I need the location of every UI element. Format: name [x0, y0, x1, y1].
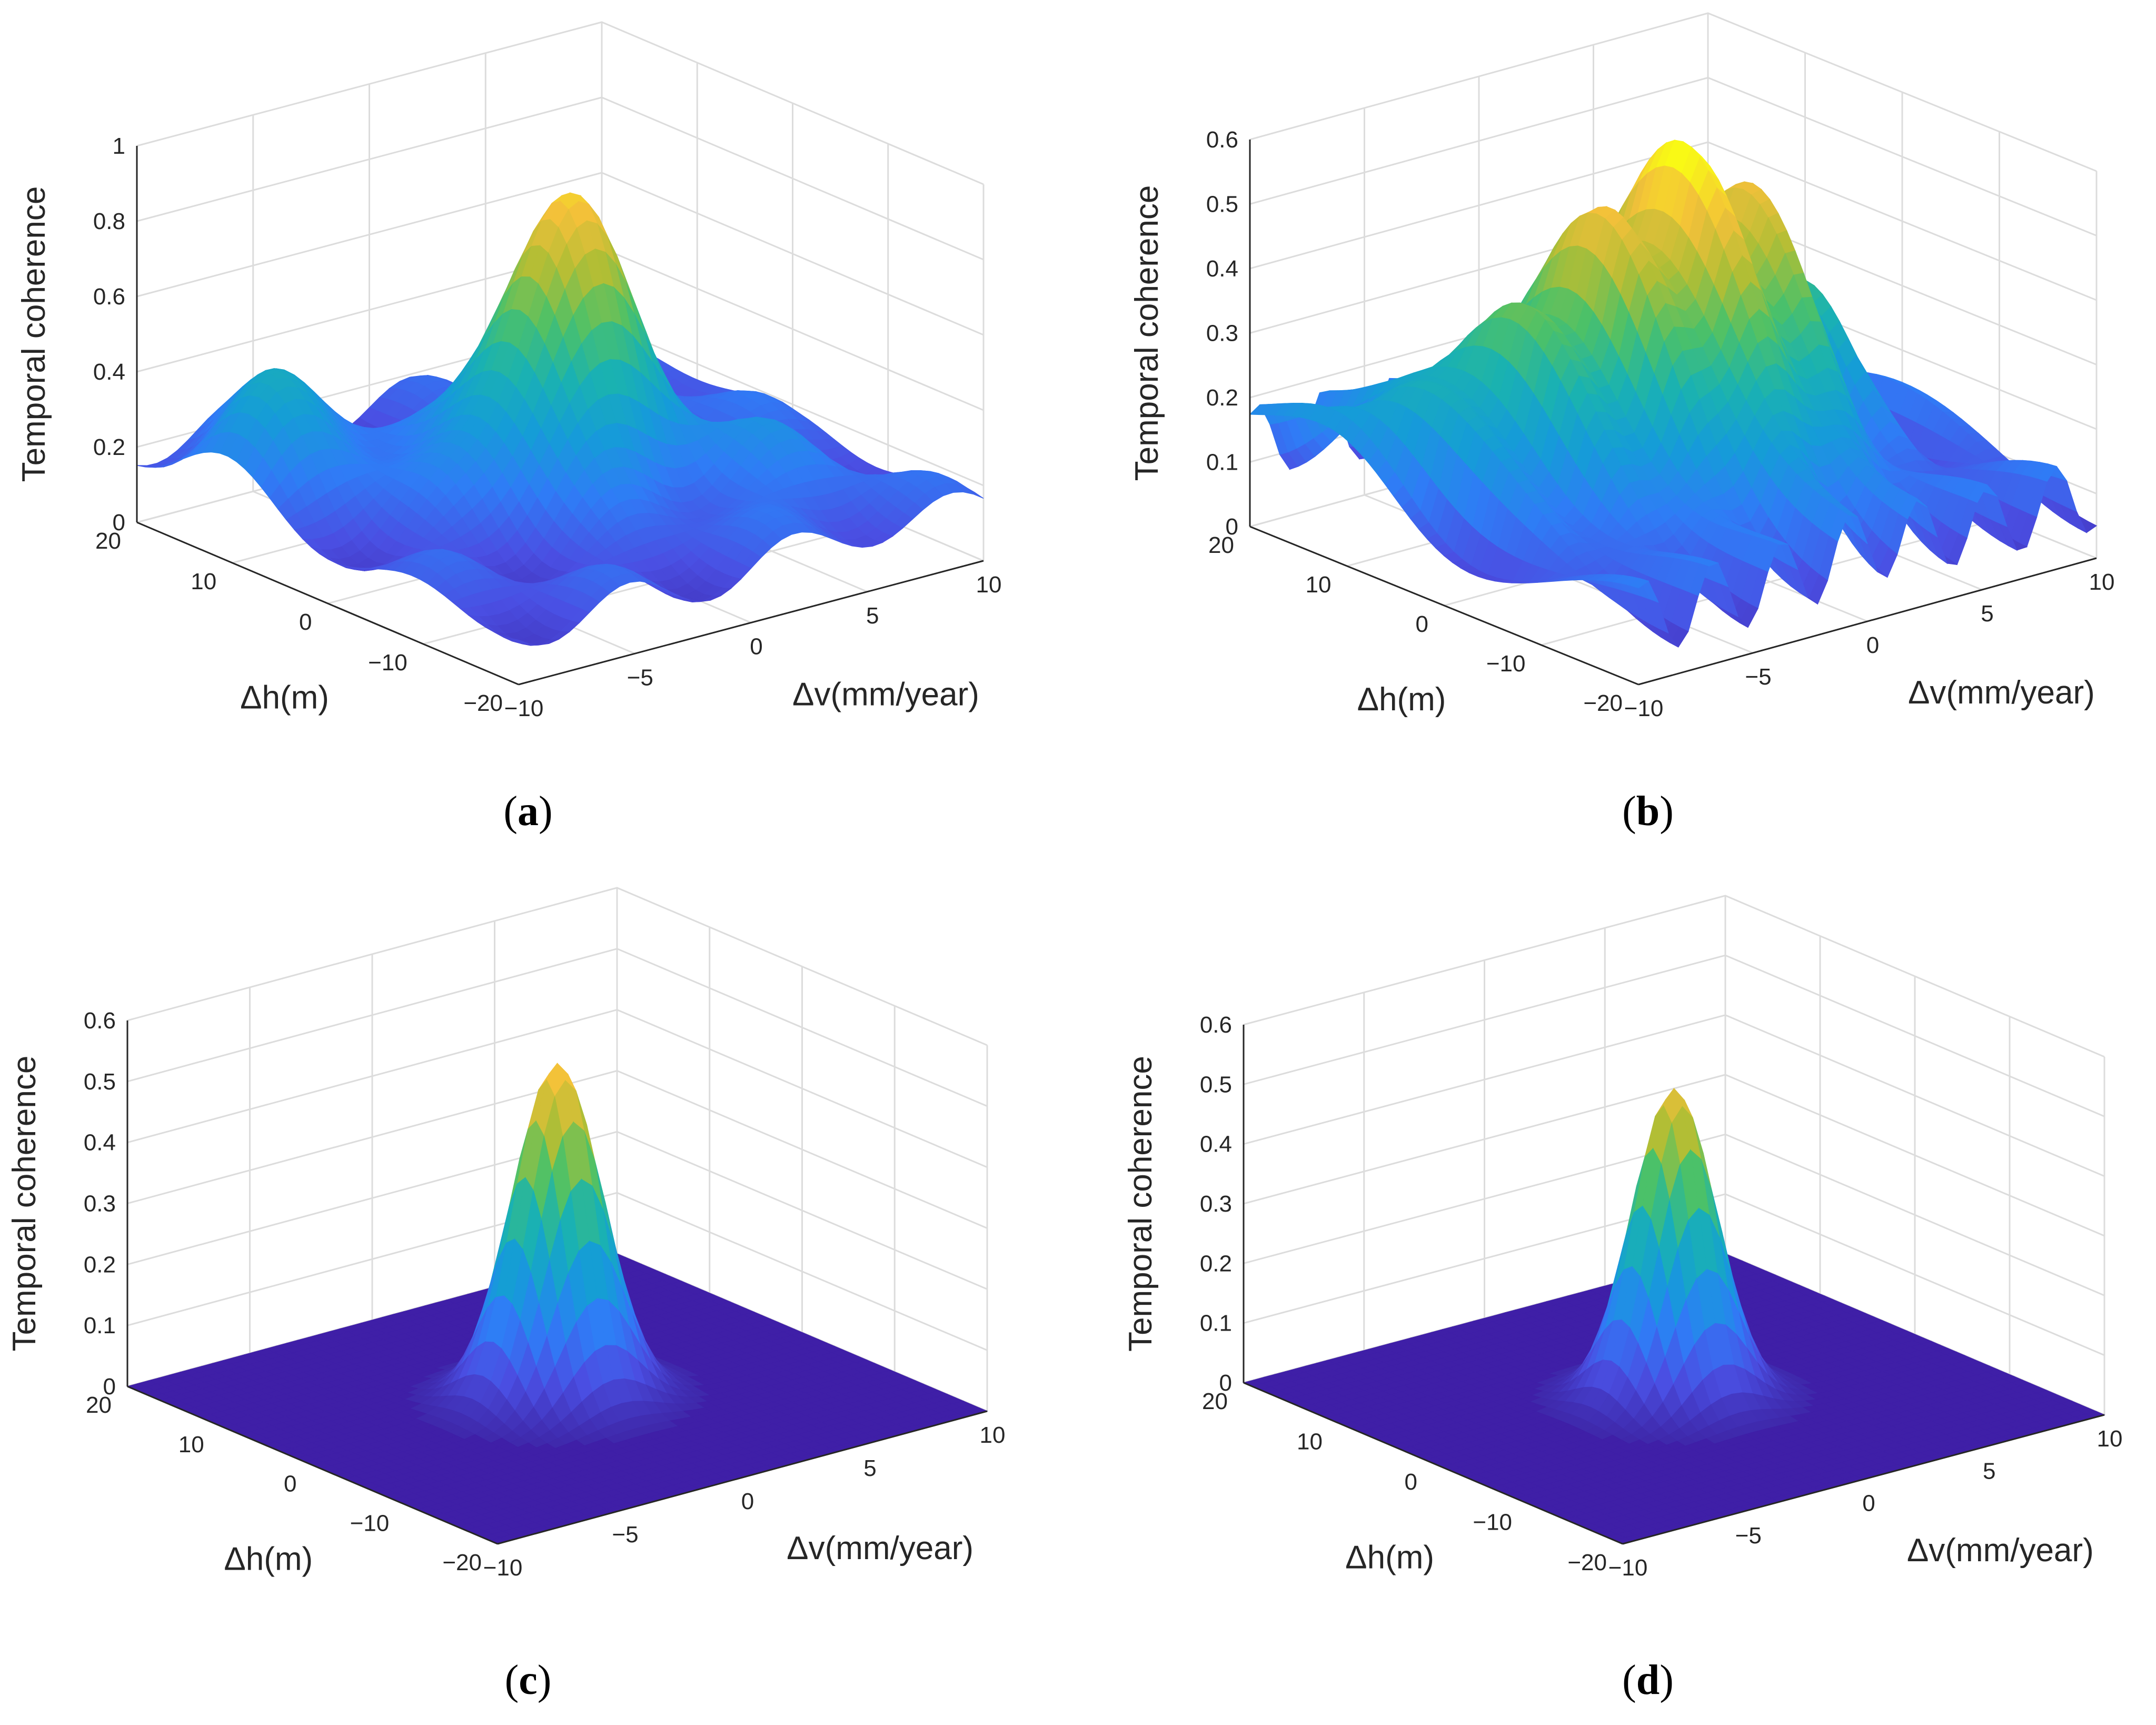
x-tick-label: 10	[976, 572, 1002, 598]
z-tick-label: 0	[1226, 514, 1238, 540]
surface	[1249, 140, 2098, 648]
z-tick-label: 1	[113, 133, 125, 159]
y-axis-label: Δh(m)	[1357, 681, 1446, 718]
panel-caption-letter: a	[518, 788, 539, 835]
z-tick-label: 0.4	[1206, 256, 1238, 282]
y-tick-label: −10	[368, 650, 408, 676]
x-tick-label: 0	[750, 634, 762, 660]
panel-caption: (a)	[503, 788, 552, 835]
z-tick-label: 0	[113, 510, 125, 536]
x-tick-label: 5	[1981, 601, 1993, 627]
z-tick-label: 0.6	[93, 284, 125, 310]
gridline-z-5	[136, 21, 984, 185]
z-tick-label: 0.1	[1206, 450, 1238, 475]
panel-c: −10−50510−20−100102000.10.20.30.40.50.6Δ…	[6, 887, 1005, 1703]
y-tick-label: −10	[1486, 651, 1526, 677]
x-tick-label: 0	[1866, 632, 1879, 658]
z-tick-label: 0.4	[93, 359, 125, 385]
y-tick-label: 10	[1306, 572, 1332, 598]
surface	[136, 192, 984, 646]
panel-b: −10−50510−20−100102000.10.20.30.40.50.6Δ…	[1129, 12, 2115, 835]
x-tick-label: 10	[2089, 569, 2115, 595]
x-tick-label: −10	[1624, 696, 1664, 721]
z-tick-label: 0.2	[93, 434, 125, 460]
z-tick-label: 0.3	[1206, 321, 1238, 346]
z-tick-label: 0.8	[93, 209, 125, 234]
z-axis-label: Temporal coherence	[16, 186, 52, 482]
x-tick-label: −5	[627, 665, 653, 690]
x-axis-label: Δv(mm/year)	[1908, 675, 2095, 711]
z-tick-label: 0.5	[1206, 192, 1238, 217]
panel-caption: (b)	[1622, 788, 1674, 835]
gridline-z-3	[136, 172, 984, 336]
y-tick-label: −20	[1583, 690, 1623, 716]
gridline-z-6	[127, 887, 988, 1046]
x-tick-label: −10	[504, 696, 544, 721]
gridline-z-4	[136, 96, 984, 261]
x-tick-label: −5	[1745, 664, 1771, 690]
panel-caption-letter: b	[1636, 788, 1660, 835]
surface	[126, 1063, 988, 1544]
z-tick-label: 0.2	[1206, 385, 1238, 411]
panel-a: −10−50510−20−100102000.20.40.60.81Δv(mm/…	[16, 21, 1002, 835]
y-tick-label: 0	[1416, 611, 1428, 637]
z-axis-label: Temporal coherence	[1129, 185, 1165, 481]
x-axis-label: Δv(mm/year)	[792, 676, 979, 712]
z-tick-label: 0.6	[1206, 127, 1238, 153]
y-tick-label: 10	[191, 569, 216, 594]
x-tick-label: 5	[866, 603, 879, 629]
y-axis-label: Δh(m)	[240, 680, 329, 716]
y-tick-label: 0	[299, 609, 312, 635]
y-tick-label: −20	[463, 690, 503, 716]
